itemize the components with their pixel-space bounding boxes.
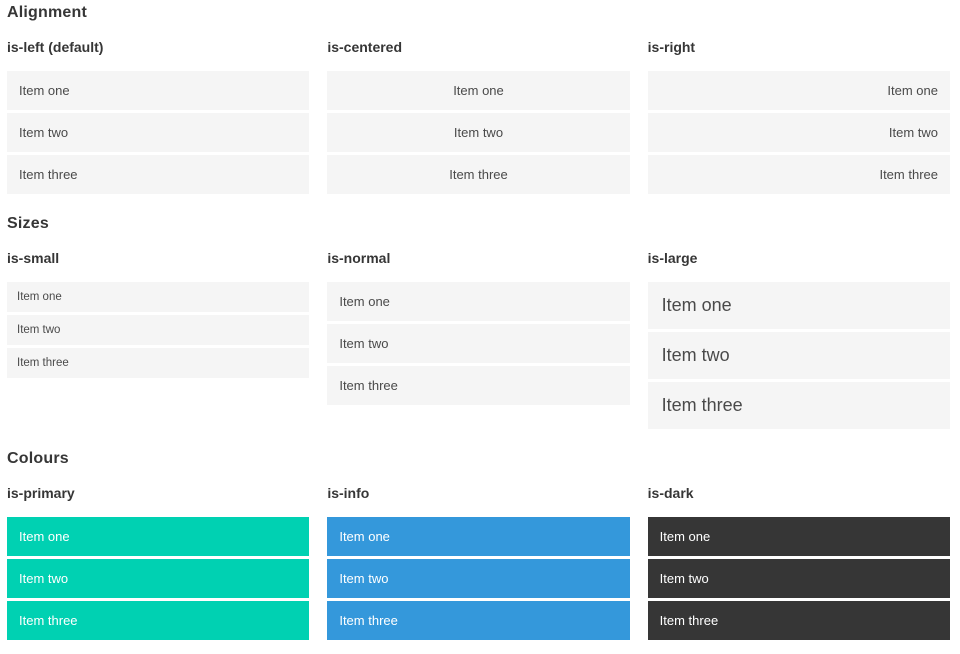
list-item[interactable]: Item three <box>647 155 950 194</box>
list-item[interactable]: Item two <box>327 559 630 598</box>
demo-column-is-primary: is-primary Item one Item two Item three <box>7 467 310 643</box>
list-item[interactable]: Item two <box>327 113 630 152</box>
list-item[interactable]: Item two <box>647 559 950 598</box>
list-is-primary: Item one Item two Item three <box>7 517 310 640</box>
variant-label-is-info: is-info <box>327 485 370 501</box>
list-is-left: Item one Item two Item three <box>7 71 310 194</box>
section-alignment: Alignment is-left (default) Item one Ite… <box>7 5 950 197</box>
list-item[interactable]: Item one <box>7 71 310 110</box>
colours-columns: is-primary Item one Item two Item three … <box>7 467 950 643</box>
list-item[interactable]: Item three <box>327 601 630 640</box>
list-is-large: Item one Item two Item three <box>647 282 950 429</box>
variant-label-is-centered: is-centered <box>327 39 403 55</box>
demo-column-is-left: is-left (default) Item one Item two Item… <box>7 21 310 197</box>
list-item[interactable]: Item one <box>7 517 310 556</box>
sizes-columns: is-small Item one Item two Item three is… <box>7 232 950 432</box>
section-sizes: Sizes is-small Item one Item two Item th… <box>7 216 950 432</box>
demo-column-is-small: is-small Item one Item two Item three <box>7 232 310 432</box>
demo-column-is-info: is-info Item one Item two Item three <box>327 467 630 643</box>
demo-column-is-right: is-right Item one Item two Item three <box>647 21 950 197</box>
list-item[interactable]: Item one <box>327 282 630 321</box>
demo-column-is-large: is-large Item one Item two Item three <box>647 232 950 432</box>
list-item[interactable]: Item one <box>7 282 310 312</box>
variant-label-is-left: is-left (default) <box>7 39 104 55</box>
list-is-right: Item one Item two Item three <box>647 71 950 194</box>
list-item[interactable]: Item one <box>647 517 950 556</box>
list-item[interactable]: Item three <box>327 155 630 194</box>
list-is-centered: Item one Item two Item three <box>327 71 630 194</box>
alignment-columns: is-left (default) Item one Item two Item… <box>7 21 950 197</box>
demo-column-is-dark: is-dark Item one Item two Item three <box>647 467 950 643</box>
section-title-alignment: Alignment <box>7 4 88 21</box>
variant-label-is-large: is-large <box>647 250 698 266</box>
list-is-dark: Item one Item two Item three <box>647 517 950 640</box>
list-item[interactable]: Item two <box>647 332 950 379</box>
list-item[interactable]: Item three <box>7 155 310 194</box>
list-item[interactable]: Item two <box>7 315 310 345</box>
variant-label-is-primary: is-primary <box>7 485 75 501</box>
list-item[interactable]: Item two <box>647 113 950 152</box>
list-item[interactable]: Item two <box>7 559 310 598</box>
variant-label-is-right: is-right <box>647 39 696 55</box>
list-is-small: Item one Item two Item three <box>7 282 310 378</box>
list-item[interactable]: Item three <box>647 382 950 429</box>
list-item[interactable]: Item one <box>327 71 630 110</box>
section-title-sizes: Sizes <box>7 215 49 232</box>
list-is-normal: Item one Item two Item three <box>327 282 630 405</box>
list-item[interactable]: Item one <box>327 517 630 556</box>
demo-column-is-normal: is-normal Item one Item two Item three <box>327 232 630 432</box>
variant-label-is-normal: is-normal <box>327 250 391 266</box>
section-title-colours: Colours <box>7 450 69 467</box>
list-item[interactable]: Item two <box>7 113 310 152</box>
list-item[interactable]: Item one <box>647 71 950 110</box>
list-item[interactable]: Item one <box>647 282 950 329</box>
list-item[interactable]: Item three <box>327 366 630 405</box>
list-item[interactable]: Item three <box>7 601 310 640</box>
list-item[interactable]: Item three <box>647 601 950 640</box>
list-is-info: Item one Item two Item three <box>327 517 630 640</box>
demo-column-is-centered: is-centered Item one Item two Item three <box>327 21 630 197</box>
section-colours: Colours is-primary Item one Item two Ite… <box>7 451 950 643</box>
variant-label-is-dark: is-dark <box>647 485 694 501</box>
list-item[interactable]: Item two <box>327 324 630 363</box>
variant-label-is-small: is-small <box>7 250 60 266</box>
list-item[interactable]: Item three <box>7 348 310 378</box>
